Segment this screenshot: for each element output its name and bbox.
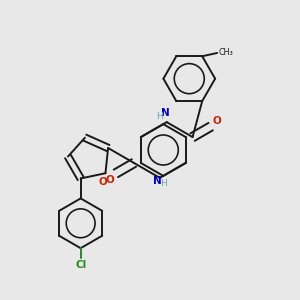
Text: H: H <box>160 179 167 188</box>
Text: O: O <box>212 116 221 126</box>
Text: H: H <box>156 112 163 121</box>
Text: CH₃: CH₃ <box>218 48 233 57</box>
Text: O: O <box>98 177 107 187</box>
Text: O: O <box>106 175 114 185</box>
Text: N: N <box>153 176 161 186</box>
Text: N: N <box>161 108 170 118</box>
Text: Cl: Cl <box>75 260 86 270</box>
